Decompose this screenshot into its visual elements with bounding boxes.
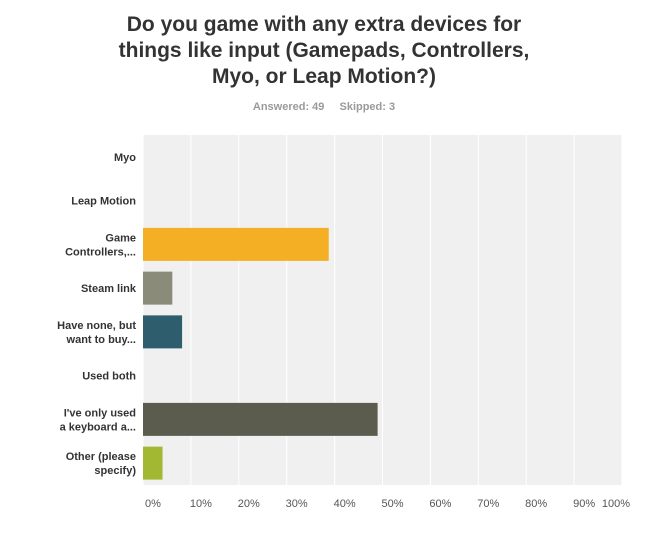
response-summary: Answered: 49 Skipped: 3 bbox=[0, 101, 648, 113]
x-tick-label: 50% bbox=[381, 498, 403, 510]
category-label: Steam link bbox=[81, 283, 137, 295]
category-label: Other (please bbox=[66, 451, 136, 463]
category-label: Have none, but bbox=[57, 320, 136, 332]
bar bbox=[143, 271, 173, 305]
chart-title: Do you game with any extra devices for t… bbox=[0, 12, 648, 90]
x-tick-label: 10% bbox=[190, 498, 212, 510]
x-tick-label: 60% bbox=[429, 498, 451, 510]
category-label: I've only used bbox=[64, 407, 136, 419]
title-line-3: Myo, or Leap Motion?) bbox=[212, 65, 436, 88]
x-tick-label: 100% bbox=[602, 498, 630, 510]
bar bbox=[143, 446, 163, 480]
category-label: a keyboard a... bbox=[60, 421, 136, 433]
category-label: Myo bbox=[114, 152, 136, 164]
x-tick-label: 0% bbox=[145, 498, 161, 510]
x-tick-label: 70% bbox=[477, 498, 499, 510]
bar bbox=[143, 315, 183, 349]
x-tick-label: 40% bbox=[334, 498, 356, 510]
answered-count: Answered: 49 bbox=[252, 101, 325, 113]
category-label: Game bbox=[105, 232, 136, 244]
x-tick-label: 20% bbox=[238, 498, 260, 510]
title-line-1: Do you game with any extra devices for bbox=[126, 13, 522, 36]
x-tick-label: 90% bbox=[573, 498, 595, 510]
x-tick-label: 80% bbox=[525, 498, 547, 510]
category-label: want to buy... bbox=[66, 334, 136, 346]
category-label: Leap Motion bbox=[71, 196, 136, 208]
category-label: Used both bbox=[82, 371, 136, 383]
category-label: specify) bbox=[94, 465, 136, 477]
skipped-count: Skipped: 3 bbox=[339, 101, 396, 113]
bar bbox=[143, 402, 378, 436]
title-line-2: things like input (Gamepads, Controllers… bbox=[118, 39, 530, 62]
bar bbox=[143, 227, 329, 261]
category-label: Controllers,... bbox=[65, 246, 136, 258]
x-tick-label: 30% bbox=[286, 498, 308, 510]
